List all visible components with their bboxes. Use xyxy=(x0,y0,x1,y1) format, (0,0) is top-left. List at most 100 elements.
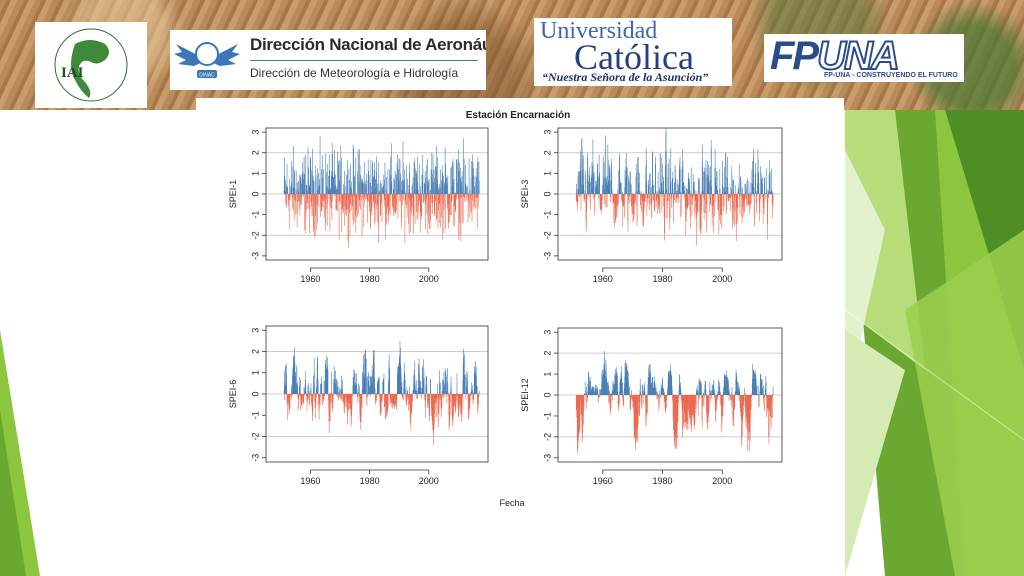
uc-motto: “Nuestra Señora de la Asunción” xyxy=(542,70,709,84)
bar xyxy=(431,194,432,204)
bar xyxy=(683,184,685,194)
bar xyxy=(611,158,612,194)
bar xyxy=(384,172,386,194)
bar xyxy=(415,173,417,194)
bar xyxy=(612,193,613,194)
bar xyxy=(765,192,767,194)
bar xyxy=(355,194,357,211)
bar xyxy=(424,171,426,194)
bar xyxy=(693,182,694,194)
bar xyxy=(408,394,409,411)
bar xyxy=(388,194,390,210)
bar xyxy=(704,395,705,398)
bar xyxy=(671,178,673,194)
bar xyxy=(366,378,367,394)
bar xyxy=(442,380,444,394)
bar xyxy=(371,192,372,194)
bar xyxy=(662,380,663,395)
bar xyxy=(436,394,438,395)
bar xyxy=(348,194,349,210)
bar xyxy=(293,145,294,194)
bar xyxy=(655,190,657,194)
bar xyxy=(417,156,419,194)
bar xyxy=(609,181,611,194)
bar xyxy=(756,395,758,396)
bar xyxy=(708,164,709,194)
bar xyxy=(336,394,337,395)
bar xyxy=(703,191,704,194)
bar xyxy=(290,394,292,399)
bar xyxy=(705,167,707,194)
bar xyxy=(586,395,588,403)
bar xyxy=(374,377,375,394)
bar xyxy=(317,356,318,394)
bar xyxy=(742,187,743,194)
bar xyxy=(597,387,598,395)
bar xyxy=(326,194,328,210)
bar xyxy=(630,193,632,194)
bar xyxy=(698,180,700,194)
bar xyxy=(628,388,630,395)
bar xyxy=(709,194,710,212)
bar xyxy=(317,168,318,194)
bar xyxy=(580,194,582,197)
bar xyxy=(443,384,445,394)
bar xyxy=(372,175,374,194)
bar xyxy=(458,171,460,194)
bar xyxy=(467,187,468,194)
bar xyxy=(373,176,375,194)
iai-globe-icon: IAI xyxy=(54,28,128,102)
bar xyxy=(429,394,431,404)
bar xyxy=(475,194,477,210)
bar xyxy=(400,194,401,202)
bar xyxy=(654,194,655,211)
bar xyxy=(611,393,612,395)
bar xyxy=(711,148,712,194)
bar xyxy=(636,172,637,194)
bar xyxy=(576,183,577,194)
panel-spei-3: -3 -2 -1 0 1 2 3 SPEI-3 1960 1980 2000 xyxy=(520,127,783,284)
bar xyxy=(434,394,435,415)
bar xyxy=(716,395,718,411)
bar xyxy=(396,394,398,397)
bar xyxy=(435,182,436,194)
bar xyxy=(722,392,724,395)
bar xyxy=(665,395,667,409)
bar xyxy=(347,194,349,242)
bar xyxy=(300,194,301,205)
bar xyxy=(640,194,641,206)
bar xyxy=(611,390,613,395)
bar xyxy=(323,169,324,194)
bar xyxy=(713,194,714,233)
bar xyxy=(368,175,370,194)
bar xyxy=(458,149,459,194)
green-decoration-left xyxy=(0,330,40,576)
bar xyxy=(628,194,630,204)
bar xyxy=(641,194,643,200)
bar xyxy=(392,394,394,405)
bar xyxy=(639,191,641,194)
bar xyxy=(438,194,440,223)
bar xyxy=(475,168,477,194)
bar xyxy=(464,355,465,394)
bar xyxy=(739,194,741,215)
bar xyxy=(375,394,377,404)
bar xyxy=(391,143,392,194)
bar xyxy=(710,390,712,395)
bar xyxy=(680,194,682,214)
bar xyxy=(438,394,440,415)
bar xyxy=(412,194,413,198)
bar xyxy=(447,368,448,394)
bar xyxy=(291,385,293,394)
bar xyxy=(641,395,643,408)
bar xyxy=(443,372,445,394)
bar xyxy=(645,194,646,198)
bar xyxy=(334,149,335,194)
bar xyxy=(599,172,600,194)
bar xyxy=(345,194,346,211)
bar xyxy=(767,189,769,194)
bar xyxy=(406,165,407,194)
bar xyxy=(666,395,667,409)
bar xyxy=(701,194,702,207)
bar xyxy=(429,394,430,422)
